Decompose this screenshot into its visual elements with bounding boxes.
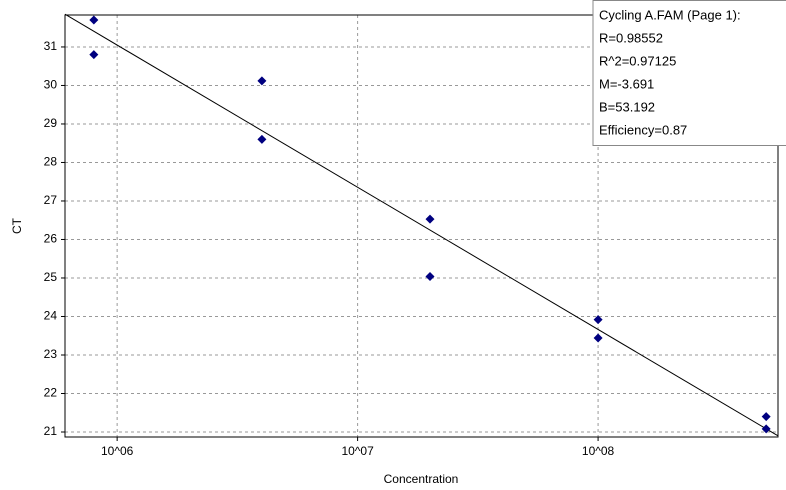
x-tick-label: 10^07 <box>341 444 374 458</box>
data-point <box>257 134 267 144</box>
data-point <box>761 412 771 422</box>
data-point <box>761 424 771 434</box>
data-point <box>425 214 435 224</box>
y-tick-label: 28 <box>44 155 58 169</box>
y-tick-label: 27 <box>44 193 58 207</box>
annotation-line: B=53.192 <box>599 99 655 114</box>
annotation-frame <box>592 0 786 146</box>
data-point <box>89 50 99 60</box>
annotation-line: Cycling A.FAM (Page 1): <box>599 7 741 22</box>
fit-line <box>64 13 779 437</box>
y-tick-label: 30 <box>44 78 58 92</box>
y-tick-label: 23 <box>44 347 58 361</box>
y-tick-label: 26 <box>44 232 58 246</box>
y-tick-label: 25 <box>44 270 58 284</box>
annotation-line: R=0.98552 <box>599 30 663 45</box>
y-tick-label: 21 <box>44 424 58 438</box>
annotation-line: R^2=0.97125 <box>599 53 676 68</box>
annotation-box: Cycling A.FAM (Page 1): R=0.98552 R^2=0.97… <box>592 0 786 146</box>
y-tick-label: 31 <box>44 39 58 53</box>
annotation-line: M=-3.691 <box>599 76 654 91</box>
y-tick-label: 24 <box>44 309 58 323</box>
data-point <box>425 271 435 281</box>
y-tick-label: 29 <box>44 116 58 130</box>
data-point <box>593 315 603 325</box>
data-point <box>89 15 99 25</box>
x-axis-label: Concentration <box>384 472 459 486</box>
x-tick-label: 10^08 <box>582 444 615 458</box>
y-axis-label: CT <box>10 217 24 234</box>
annotation-line: Efficiency=0.87 <box>599 122 687 137</box>
data-point <box>593 333 603 343</box>
plot-border <box>64 14 779 438</box>
data-point <box>257 76 267 86</box>
x-tick-label: 10^06 <box>101 444 134 458</box>
y-tick-label: 22 <box>44 386 58 400</box>
